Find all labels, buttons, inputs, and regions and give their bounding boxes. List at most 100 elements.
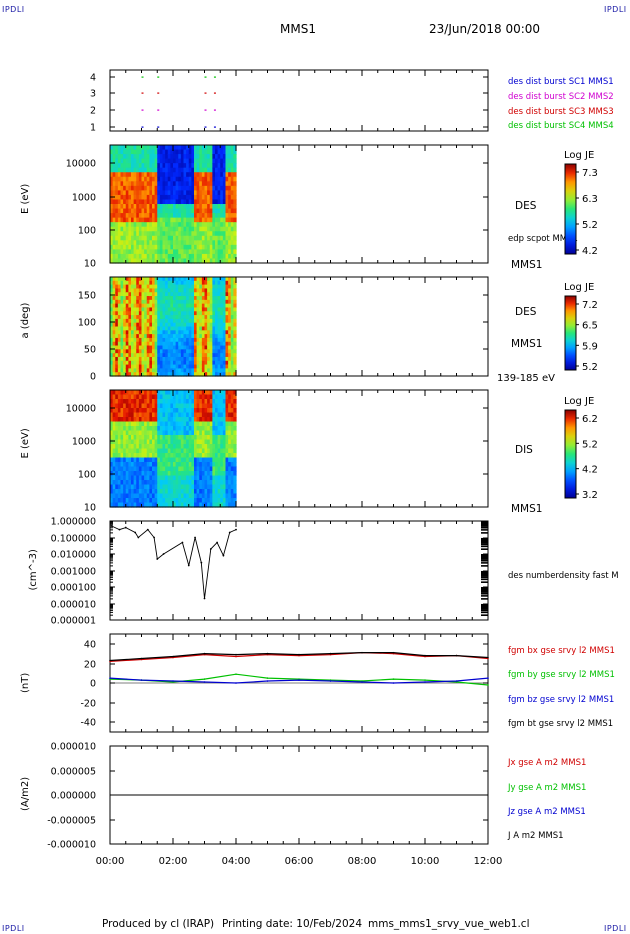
des_pitch-cell <box>186 368 190 373</box>
dis_energy-cell <box>159 489 164 495</box>
dis_energy-cell <box>194 502 198 508</box>
dis_energy-cell <box>230 421 234 427</box>
dis_energy-cell <box>136 466 140 472</box>
des_energy-cell <box>112 217 116 223</box>
dis_energy-cell <box>215 421 219 427</box>
des_pitch-cell <box>194 337 198 343</box>
des_pitch-cell <box>173 322 177 328</box>
des_pitch-cell <box>183 318 187 324</box>
des_energy-cell <box>162 190 166 196</box>
des_energy-cell <box>209 190 213 196</box>
dis_energy-cell <box>141 480 145 486</box>
des_energy-cell <box>199 249 203 255</box>
des_pitch-cell <box>212 311 216 316</box>
dis_energy-cell <box>131 399 135 405</box>
dis_energy-cell <box>125 453 129 459</box>
des_energy-cell <box>162 163 166 169</box>
des_energy-cell <box>233 222 237 228</box>
burst-mark <box>204 92 207 94</box>
des_pitch-cell <box>196 349 200 354</box>
density-point <box>156 558 159 560</box>
bfield-ytick-label: 40 <box>84 640 96 651</box>
dis_energy-cell <box>117 399 122 405</box>
des_energy-cell <box>201 249 206 255</box>
des_energy-cell <box>165 154 169 160</box>
des_energy-cell <box>199 181 203 187</box>
des_energy-cell <box>157 154 161 160</box>
des_energy-cell <box>188 222 192 228</box>
bfield-point <box>487 677 489 679</box>
des_pitch-cell <box>180 322 185 328</box>
dis_energy-cell <box>188 466 192 472</box>
dis_energy-cell <box>157 426 161 432</box>
des_energy-cell <box>201 204 206 210</box>
des_energy-cell <box>136 149 140 155</box>
des_energy-cell <box>225 231 229 237</box>
des_energy-cell <box>180 222 185 228</box>
dis_energy-cell <box>131 390 135 396</box>
des_pitch-cell <box>230 307 234 312</box>
des_energy-cell <box>157 190 161 196</box>
des_pitch-cell <box>165 280 169 286</box>
des_energy-cell <box>133 199 137 205</box>
des_energy-cell <box>159 204 164 210</box>
dis_energy-cell <box>131 412 135 418</box>
des_energy-cell <box>120 194 124 201</box>
des_energy-cell <box>138 240 143 246</box>
dis_energy-cell <box>215 394 219 400</box>
dis_energy-cell <box>183 421 187 427</box>
des_energy-cell <box>110 235 114 241</box>
des_energy-cell <box>141 176 145 182</box>
des_energy-cell <box>115 163 119 169</box>
dis_energy-cell <box>133 475 137 481</box>
des_energy-cell <box>222 154 227 160</box>
dis_energy-cell <box>188 430 192 436</box>
des_energy-cell <box>173 158 177 164</box>
des_energy-cell <box>159 208 164 214</box>
des_pitch-cell <box>162 292 166 297</box>
des_energy-cell <box>159 194 164 201</box>
dis_energy-cell <box>212 484 216 490</box>
des_energy-cell <box>167 253 171 260</box>
des_pitch-cell <box>167 280 171 286</box>
des_pitch-cell <box>123 307 127 312</box>
des_pitch-cell <box>123 292 127 297</box>
des_energy-cell <box>178 222 182 228</box>
des_energy-cell <box>110 204 114 210</box>
dis_energy-cell <box>228 453 232 459</box>
dis_energy-cell <box>141 417 145 423</box>
des_energy-cell <box>228 249 232 255</box>
des_pitch-cell <box>212 337 216 343</box>
des_pitch-colorbar-label: 5.2 <box>582 362 598 373</box>
dis_energy-cell <box>112 390 116 396</box>
des_energy-cell <box>225 149 229 155</box>
dis_energy-cell <box>217 502 221 508</box>
dis_energy-cell <box>152 403 156 409</box>
des_pitch-cell <box>186 349 190 354</box>
des_energy-cell <box>167 181 171 187</box>
des_energy-cell <box>138 217 143 223</box>
des_energy-cell <box>212 176 216 182</box>
des_energy-cell <box>154 172 158 178</box>
dis_energy-cell <box>123 403 127 409</box>
des_pitch-cell <box>125 360 129 366</box>
des_pitch-cell <box>175 322 179 328</box>
des_pitch-cell <box>110 337 114 343</box>
des_energy-cell <box>159 217 164 223</box>
des_pitch-cell <box>217 315 221 320</box>
des_energy-cell <box>165 158 169 164</box>
dis_energy-cell <box>170 502 174 508</box>
dis_energy-cell <box>196 475 200 481</box>
des_energy-cell <box>170 222 174 228</box>
des_pitch-cell <box>170 334 174 339</box>
dis_energy-cell <box>123 394 127 400</box>
des_pitch-cell <box>186 303 190 309</box>
des_energy-cell <box>125 208 129 214</box>
des_energy-cell <box>157 222 161 228</box>
des_pitch-cell <box>217 280 221 286</box>
dis_energy-cell <box>233 403 237 409</box>
des_pitch-cell <box>149 372 153 377</box>
dis_energy-cell <box>196 462 200 468</box>
des_pitch-cell <box>141 326 145 331</box>
dis_energy-cell <box>115 430 119 436</box>
